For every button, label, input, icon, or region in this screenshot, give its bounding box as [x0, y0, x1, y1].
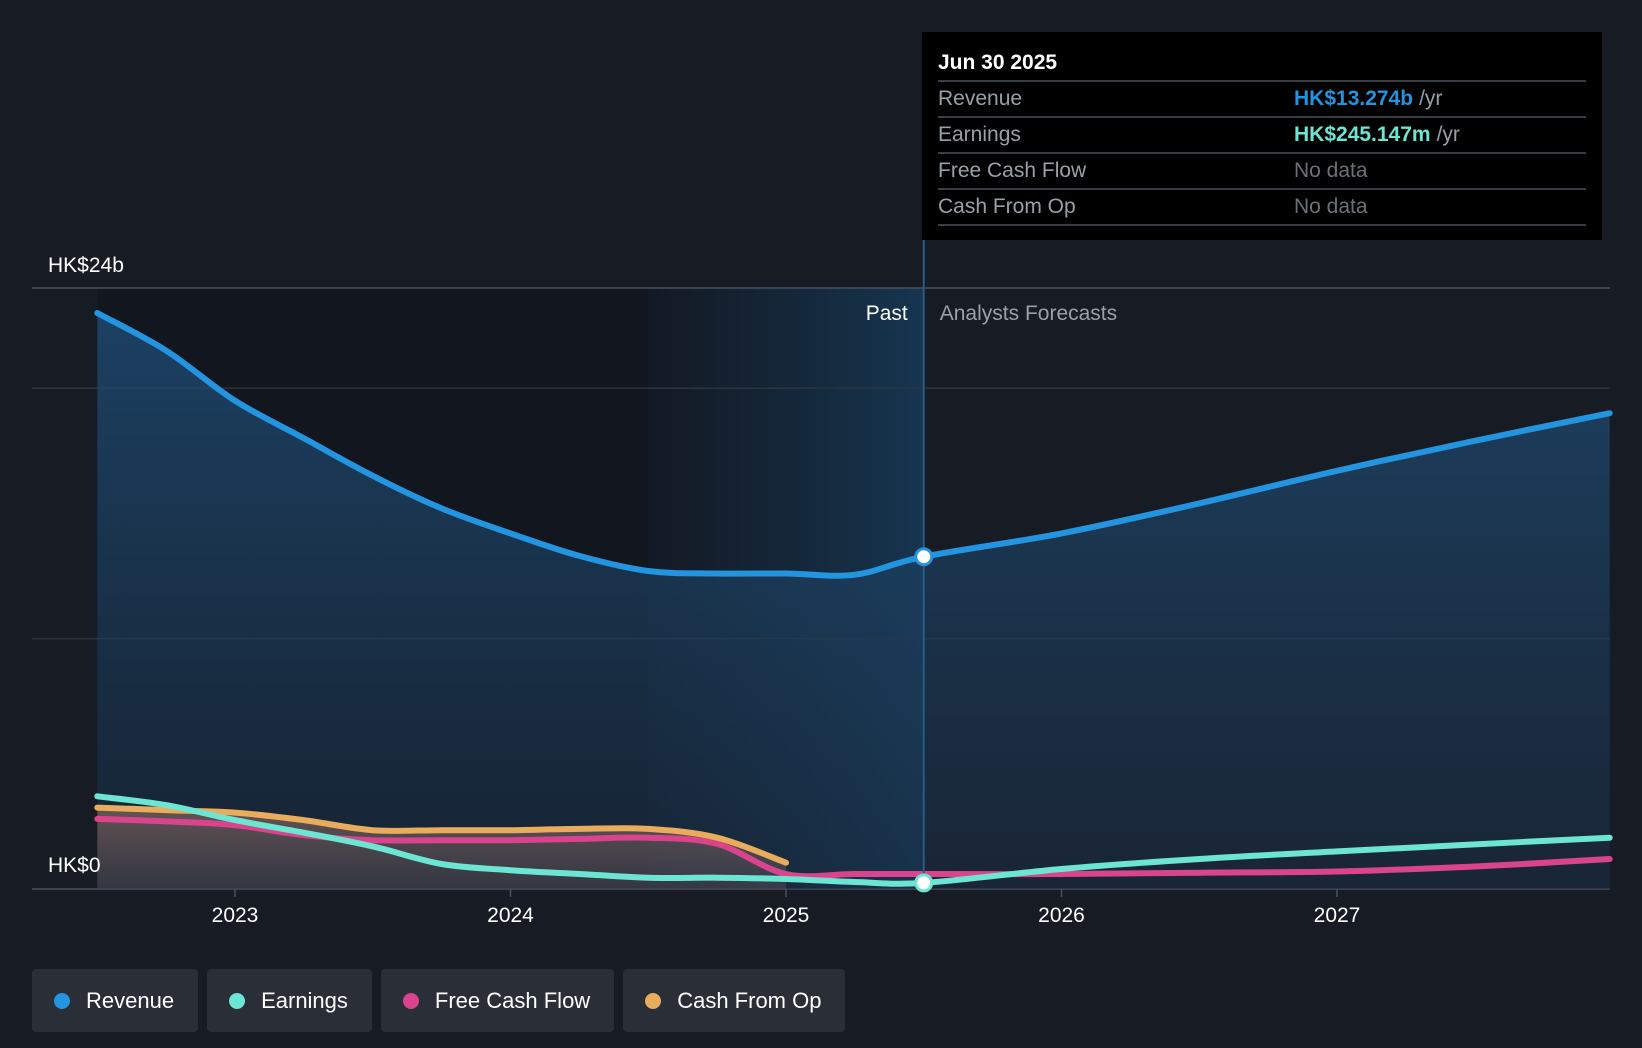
- tooltip-value: No data: [1294, 195, 1368, 218]
- tooltip-row-cash-from-op: Cash From Op No data: [938, 190, 1586, 226]
- tooltip-label: Revenue: [938, 87, 1023, 110]
- tooltip-label: Cash From Op: [938, 195, 1076, 218]
- tooltip-label: Earnings: [938, 123, 1021, 146]
- legend-label: Free Cash Flow: [434, 987, 591, 1013]
- past-label: Past: [866, 302, 908, 325]
- tooltip-unit: /yr: [1419, 87, 1443, 110]
- x-tick-label: 2025: [763, 904, 810, 927]
- x-tick-label: 2023: [212, 904, 259, 927]
- legend-dot-icon: [54, 992, 70, 1009]
- legend-item-free-cash-flow[interactable]: Free Cash Flow: [380, 969, 615, 1032]
- tooltip-value: HK$245.147m: [1294, 123, 1431, 146]
- tooltip: Jun 30 2025 Revenue HK$13.274b /yr Earni…: [922, 32, 1602, 240]
- legend-item-revenue[interactable]: Revenue: [32, 969, 199, 1032]
- revenue-area: [97, 313, 1610, 889]
- tooltip-row-revenue: Revenue HK$13.274b /yr: [938, 82, 1586, 118]
- legend-label: Cash From Op: [677, 987, 822, 1013]
- legend-dot-icon: [229, 992, 246, 1009]
- legend-label: Revenue: [86, 987, 175, 1013]
- tooltip-row-earnings: Earnings HK$245.147m /yr: [938, 118, 1586, 154]
- tooltip-row-free-cash-flow: Free Cash Flow No data: [938, 154, 1586, 190]
- series-line-revenue: [94, 310, 1613, 579]
- tooltip-value: HK$13.274b: [1294, 87, 1414, 110]
- legend: Revenue Earnings Free Cash Flow Cash Fro…: [32, 969, 846, 1032]
- revenue-marker: [914, 547, 934, 567]
- tooltip-unit: /yr: [1436, 123, 1460, 146]
- series-line-earnings: [94, 793, 1613, 887]
- x-tick-label: 2026: [1038, 904, 1085, 927]
- y-label-bottom: HK$0: [48, 854, 101, 877]
- y-label-top: HK$24b: [48, 254, 124, 277]
- legend-dot-icon: [645, 992, 662, 1009]
- legend-label: Earnings: [261, 987, 348, 1013]
- tooltip-value: No data: [1294, 159, 1368, 182]
- series-line-cash-from-op: [94, 804, 789, 866]
- x-tick-label: 2027: [1314, 904, 1361, 927]
- legend-dot-icon: [402, 992, 419, 1009]
- earnings-marker: [914, 873, 934, 893]
- x-tick-label: 2024: [487, 904, 534, 927]
- legend-item-cash-from-op[interactable]: Cash From Op: [623, 969, 846, 1032]
- forecast-label: Analysts Forecasts: [940, 302, 1117, 325]
- tooltip-date: Jun 30 2025: [938, 46, 1586, 82]
- tooltip-label: Free Cash Flow: [938, 159, 1087, 182]
- legend-item-earnings[interactable]: Earnings: [207, 969, 372, 1032]
